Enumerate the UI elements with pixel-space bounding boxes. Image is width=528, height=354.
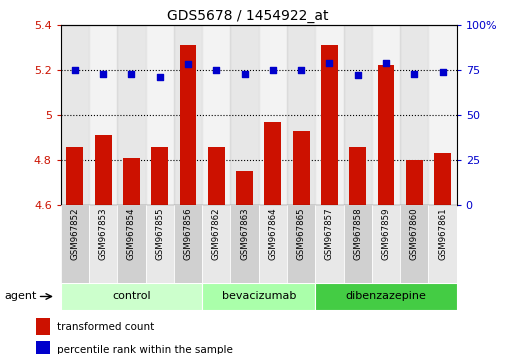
Point bbox=[410, 71, 419, 76]
Bar bbox=[202, 205, 230, 283]
Text: agent: agent bbox=[5, 291, 37, 302]
Point bbox=[269, 67, 277, 73]
Text: percentile rank within the sample: percentile rank within the sample bbox=[58, 345, 233, 354]
Bar bbox=[61, 205, 89, 283]
Bar bbox=[174, 25, 202, 205]
Bar bbox=[174, 205, 202, 283]
Text: dibenzazepine: dibenzazepine bbox=[345, 291, 427, 302]
Point bbox=[212, 67, 221, 73]
Bar bbox=[123, 158, 140, 205]
Bar bbox=[378, 65, 394, 205]
Text: GSM967861: GSM967861 bbox=[438, 208, 447, 260]
Point bbox=[155, 74, 164, 80]
Bar bbox=[230, 205, 259, 283]
Text: GSM967856: GSM967856 bbox=[184, 208, 193, 260]
Bar bbox=[372, 205, 400, 283]
Text: bevacizumab: bevacizumab bbox=[222, 291, 296, 302]
Bar bbox=[89, 205, 117, 283]
Point bbox=[127, 71, 136, 76]
Bar bbox=[265, 122, 281, 205]
Text: GSM967860: GSM967860 bbox=[410, 208, 419, 260]
Point bbox=[99, 71, 107, 76]
Point bbox=[382, 60, 390, 65]
Bar bbox=[372, 25, 400, 205]
Text: GSM967858: GSM967858 bbox=[353, 208, 362, 260]
Text: GDS5678 / 1454922_at: GDS5678 / 1454922_at bbox=[167, 9, 329, 23]
Point bbox=[184, 62, 192, 67]
Point bbox=[297, 67, 305, 73]
Text: GSM967863: GSM967863 bbox=[240, 208, 249, 260]
Bar bbox=[259, 25, 287, 205]
Bar bbox=[67, 147, 83, 205]
Bar bbox=[400, 25, 428, 205]
Text: GSM967855: GSM967855 bbox=[155, 208, 164, 260]
Bar bbox=[202, 283, 315, 310]
Point bbox=[353, 73, 362, 78]
Bar bbox=[151, 147, 168, 205]
Bar bbox=[117, 25, 146, 205]
Text: GSM967859: GSM967859 bbox=[382, 208, 391, 260]
Bar bbox=[117, 205, 146, 283]
Bar bbox=[146, 205, 174, 283]
Text: GSM967862: GSM967862 bbox=[212, 208, 221, 260]
Bar bbox=[287, 25, 315, 205]
Bar bbox=[236, 171, 253, 205]
Point bbox=[438, 69, 447, 75]
Text: transformed count: transformed count bbox=[58, 322, 155, 332]
Bar bbox=[434, 153, 451, 205]
Bar bbox=[400, 205, 428, 283]
Bar bbox=[36, 341, 50, 354]
Text: GSM967852: GSM967852 bbox=[70, 208, 79, 260]
Text: GSM967853: GSM967853 bbox=[99, 208, 108, 260]
Text: GSM967854: GSM967854 bbox=[127, 208, 136, 260]
Bar bbox=[349, 147, 366, 205]
Text: GSM967864: GSM967864 bbox=[268, 208, 277, 260]
Bar bbox=[61, 283, 202, 310]
Bar bbox=[315, 25, 344, 205]
Point bbox=[325, 60, 334, 65]
Bar bbox=[146, 25, 174, 205]
Bar bbox=[321, 45, 338, 205]
Bar bbox=[61, 25, 89, 205]
Bar bbox=[259, 205, 287, 283]
Bar bbox=[230, 25, 259, 205]
Bar bbox=[36, 318, 50, 335]
Text: GSM967865: GSM967865 bbox=[297, 208, 306, 260]
Text: GSM967857: GSM967857 bbox=[325, 208, 334, 260]
Bar bbox=[95, 135, 111, 205]
Bar bbox=[202, 25, 230, 205]
Text: control: control bbox=[112, 291, 151, 302]
Bar bbox=[344, 25, 372, 205]
Bar bbox=[344, 205, 372, 283]
Bar bbox=[315, 205, 344, 283]
Bar bbox=[89, 25, 117, 205]
Point bbox=[71, 67, 79, 73]
Bar bbox=[293, 131, 309, 205]
Bar bbox=[406, 160, 423, 205]
Bar bbox=[315, 283, 457, 310]
Bar bbox=[428, 205, 457, 283]
Bar bbox=[428, 25, 457, 205]
Bar bbox=[208, 147, 225, 205]
Bar bbox=[180, 45, 196, 205]
Bar bbox=[287, 205, 315, 283]
Point bbox=[240, 71, 249, 76]
